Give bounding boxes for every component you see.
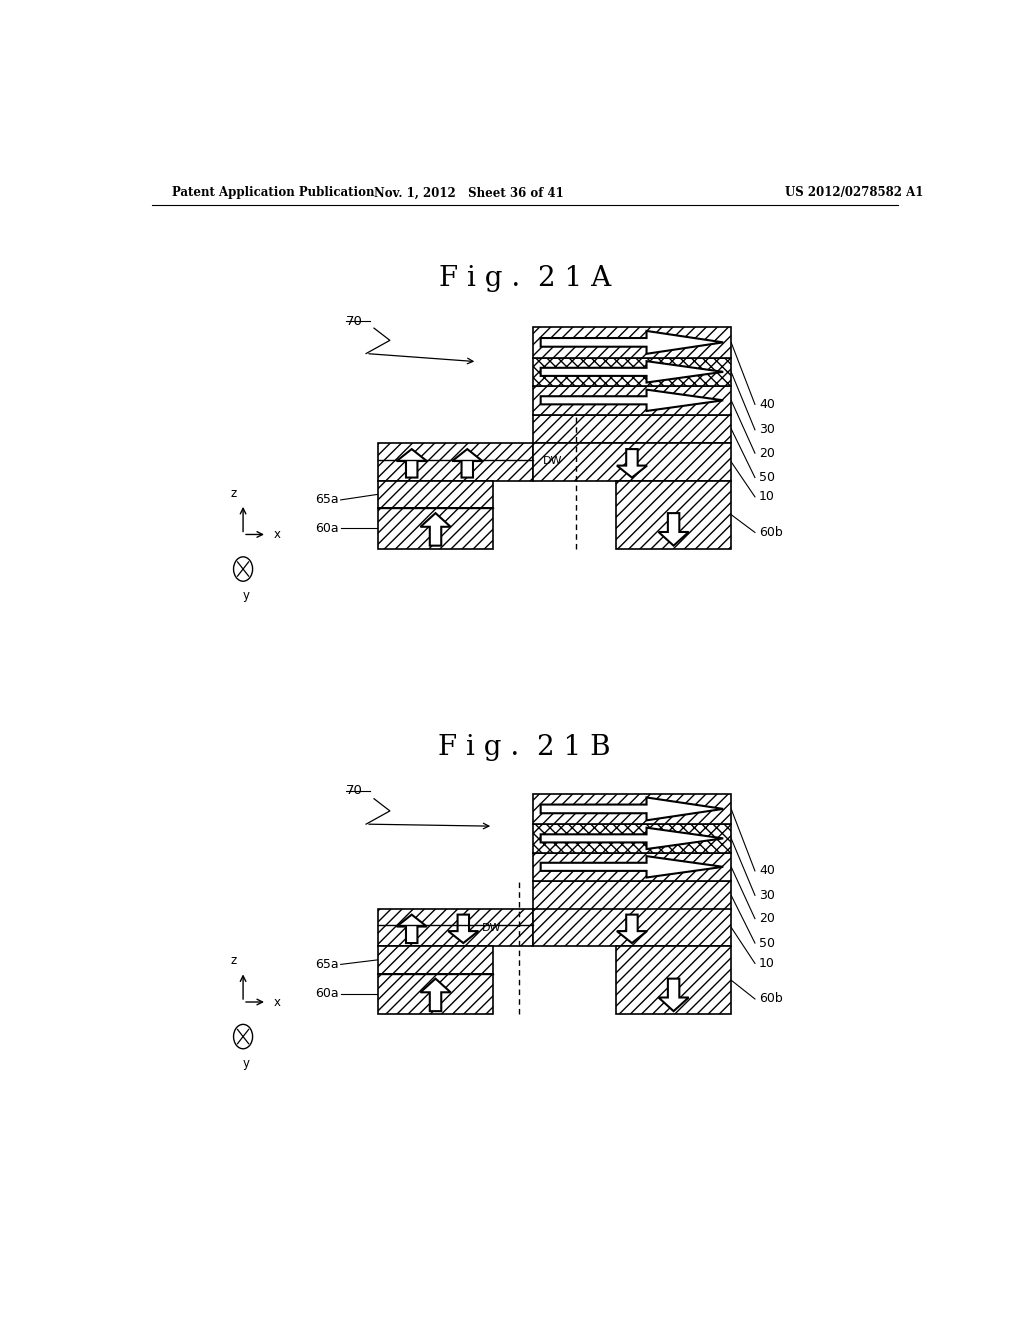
Text: 10: 10	[759, 957, 775, 970]
Text: 70: 70	[346, 314, 364, 327]
Bar	[532, 880, 731, 909]
Bar	[532, 824, 731, 853]
Polygon shape	[396, 449, 427, 478]
Text: 50: 50	[759, 937, 775, 949]
Text: F i g .  2 1 B: F i g . 2 1 B	[438, 734, 611, 762]
Bar	[378, 508, 494, 549]
Text: US 2012/0278582 A1: US 2012/0278582 A1	[785, 186, 924, 199]
Bar	[532, 444, 731, 480]
Polygon shape	[421, 978, 451, 1011]
Polygon shape	[541, 389, 723, 411]
Text: 60a: 60a	[314, 521, 338, 535]
Polygon shape	[541, 797, 723, 820]
Polygon shape	[658, 513, 689, 545]
Bar	[616, 946, 731, 1014]
Polygon shape	[541, 857, 723, 878]
Polygon shape	[396, 915, 427, 942]
Polygon shape	[541, 828, 723, 849]
Polygon shape	[658, 978, 689, 1011]
Bar	[378, 444, 532, 480]
Text: 65a: 65a	[314, 958, 338, 972]
Bar	[378, 480, 494, 508]
Bar	[378, 974, 494, 1014]
Bar	[532, 908, 731, 946]
Bar	[378, 946, 494, 974]
Polygon shape	[421, 513, 451, 545]
Text: 30: 30	[759, 888, 775, 902]
Text: 70: 70	[346, 784, 364, 797]
Text: 50: 50	[759, 471, 775, 484]
Bar	[532, 414, 731, 444]
Text: 60b: 60b	[759, 525, 782, 539]
Polygon shape	[616, 915, 647, 942]
Polygon shape	[449, 915, 478, 942]
Text: 10: 10	[759, 490, 775, 503]
Polygon shape	[453, 449, 482, 478]
Bar	[532, 385, 731, 414]
Text: DW: DW	[543, 457, 562, 466]
Polygon shape	[541, 362, 723, 383]
Text: 20: 20	[759, 446, 775, 459]
Text: 40: 40	[759, 397, 775, 411]
Text: 40: 40	[759, 865, 775, 878]
Text: x: x	[273, 995, 281, 1008]
Polygon shape	[616, 449, 647, 478]
Text: F i g .  2 1 A: F i g . 2 1 A	[438, 265, 611, 292]
Text: 20: 20	[759, 912, 775, 925]
Bar	[532, 793, 731, 824]
Bar	[378, 908, 532, 946]
Text: z: z	[230, 954, 237, 968]
Text: 65a: 65a	[314, 494, 338, 507]
Polygon shape	[541, 331, 723, 354]
Bar	[616, 480, 731, 549]
Bar	[532, 853, 731, 880]
Text: y: y	[243, 1057, 250, 1071]
Text: 60a: 60a	[314, 987, 338, 1001]
Text: Nov. 1, 2012   Sheet 36 of 41: Nov. 1, 2012 Sheet 36 of 41	[375, 186, 564, 199]
Text: 30: 30	[759, 424, 775, 437]
Bar	[532, 327, 731, 358]
Text: z: z	[230, 487, 237, 500]
Text: y: y	[243, 589, 250, 602]
Text: 60b: 60b	[759, 993, 782, 1006]
Text: x: x	[273, 528, 281, 541]
Text: DW: DW	[481, 923, 501, 933]
Text: Patent Application Publication: Patent Application Publication	[172, 186, 374, 199]
Bar	[532, 358, 731, 385]
